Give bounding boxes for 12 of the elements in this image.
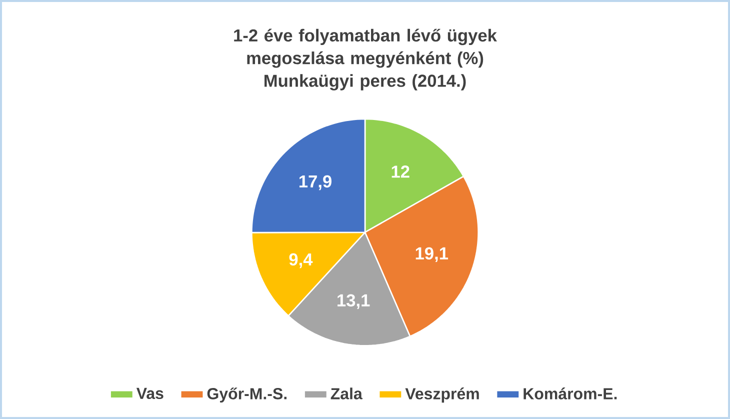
data-label: 19,1 — [416, 247, 448, 262]
legend-label: Zala — [330, 388, 362, 400]
chart-title: 1-2 éve folyamatban lévő ügyek megoszlása megyénként (%) — [234, 28, 497, 68]
data-label: 17,9 — [299, 175, 332, 190]
legend-label: Komárom-E. — [524, 388, 617, 400]
legend-label: Győr-M.-S. — [207, 388, 287, 403]
data-label: 12 — [392, 166, 410, 178]
legend-label: Vas — [136, 388, 164, 400]
data-label: 9,4 — [289, 253, 313, 268]
legend-label: Veszprém — [405, 388, 479, 403]
chart-subtitle: Munkaügyi peres (2014.) — [264, 74, 466, 90]
data-label: 13,1 — [338, 294, 370, 310]
